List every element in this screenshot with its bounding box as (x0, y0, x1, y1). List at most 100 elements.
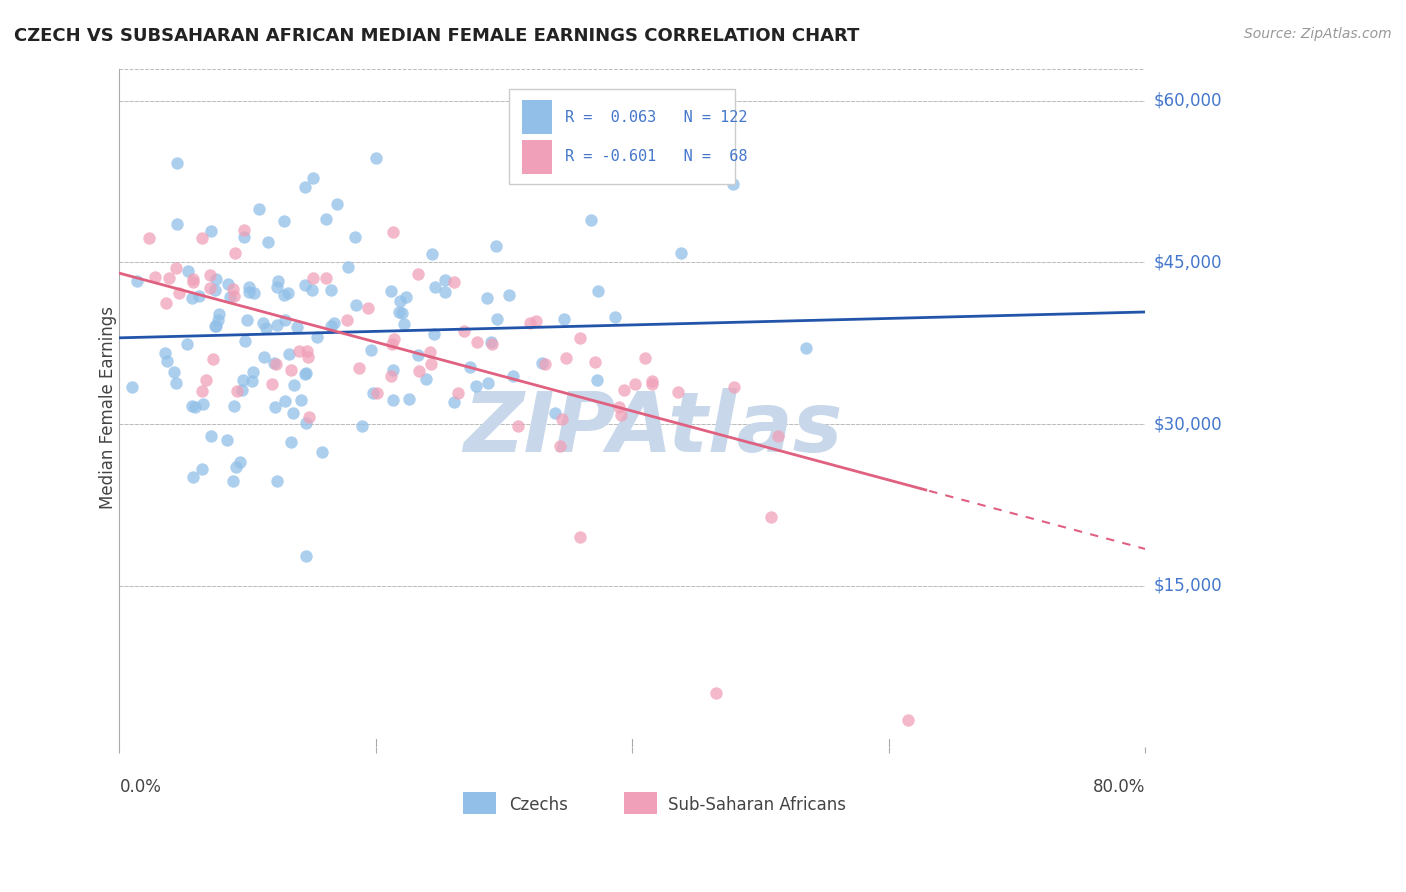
Point (240, 375, 263, 389)
Point (343, 229, 366, 244)
Point (278, 347, 301, 361)
Point (191, 231, 214, 245)
Text: R = -0.601   N =  68: R = -0.601 N = 68 (565, 149, 747, 164)
Point (166, 156, 188, 170)
Point (321, 283, 343, 297)
Point (398, 392, 420, 407)
Point (298, 409, 321, 424)
Bar (624, 792, 657, 814)
Point (583, 354, 606, 368)
Text: 80.0%: 80.0% (1092, 778, 1146, 796)
Point (380, 285, 402, 299)
Point (420, 247, 443, 261)
Point (283, 378, 305, 392)
Point (153, 346, 176, 360)
Point (610, 408, 633, 422)
Text: $15,000: $15,000 (1154, 576, 1222, 595)
Point (200, 429, 222, 443)
Point (263, 400, 285, 414)
Bar (522, 140, 553, 174)
Point (419, 345, 441, 359)
Point (221, 475, 243, 489)
Point (294, 367, 316, 381)
Point (723, 380, 745, 394)
Point (184, 401, 207, 415)
Point (256, 235, 278, 249)
Point (336, 313, 359, 327)
Point (273, 393, 295, 408)
Point (381, 225, 404, 239)
Point (191, 461, 214, 475)
Point (433, 285, 456, 299)
Point (586, 285, 609, 299)
Point (274, 313, 297, 327)
Point (475, 291, 498, 305)
Text: Sub-Saharan Africans: Sub-Saharan Africans (668, 796, 846, 814)
Point (766, 429, 789, 443)
Point (225, 459, 247, 474)
Point (406, 267, 429, 281)
Point (794, 341, 817, 355)
Point (443, 395, 465, 409)
Point (704, 686, 727, 700)
Point (181, 470, 204, 484)
Point (165, 260, 187, 275)
Point (301, 170, 323, 185)
Point (190, 384, 212, 398)
Point (297, 350, 319, 364)
Point (266, 474, 288, 488)
Point (277, 285, 299, 300)
Point (361, 386, 384, 401)
Point (280, 363, 302, 377)
Point (273, 288, 295, 302)
Point (201, 352, 224, 367)
Point (897, 713, 920, 727)
Point (555, 351, 578, 366)
Point (187, 289, 209, 303)
Point (384, 332, 406, 346)
Point (252, 350, 274, 364)
Point (254, 321, 277, 335)
Point (553, 311, 575, 326)
Point (273, 214, 295, 228)
Point (349, 361, 371, 376)
Bar (522, 101, 553, 135)
Point (233, 223, 256, 237)
Point (453, 324, 475, 338)
Point (433, 273, 456, 287)
Point (506, 419, 529, 434)
Text: CZECH VS SUBSAHARAN AFRICAN MEDIAN FEMALE EARNINGS CORRELATION CHART: CZECH VS SUBSAHARAN AFRICAN MEDIAN FEMAL… (14, 27, 859, 45)
Text: $60,000: $60,000 (1154, 92, 1222, 110)
Point (388, 293, 411, 308)
Point (204, 318, 226, 333)
Point (603, 310, 626, 324)
Point (350, 419, 373, 434)
Point (207, 313, 229, 327)
Point (295, 366, 318, 380)
Point (425, 280, 447, 294)
Point (382, 393, 405, 408)
Point (224, 246, 246, 260)
Point (406, 348, 429, 362)
Point (222, 282, 245, 296)
Point (551, 412, 574, 426)
Point (477, 376, 499, 391)
Point (229, 455, 252, 469)
Point (481, 336, 503, 351)
Point (458, 359, 481, 374)
Point (181, 275, 204, 289)
Point (156, 353, 179, 368)
Point (266, 318, 288, 332)
Point (415, 372, 437, 386)
Point (307, 329, 329, 343)
Point (634, 351, 657, 366)
Point (344, 298, 367, 312)
Text: 0.0%: 0.0% (120, 778, 162, 796)
Point (295, 343, 318, 358)
Point (260, 376, 283, 391)
Point (225, 384, 247, 398)
Point (533, 357, 555, 371)
Point (366, 385, 388, 400)
Point (264, 357, 287, 371)
Point (181, 399, 204, 413)
